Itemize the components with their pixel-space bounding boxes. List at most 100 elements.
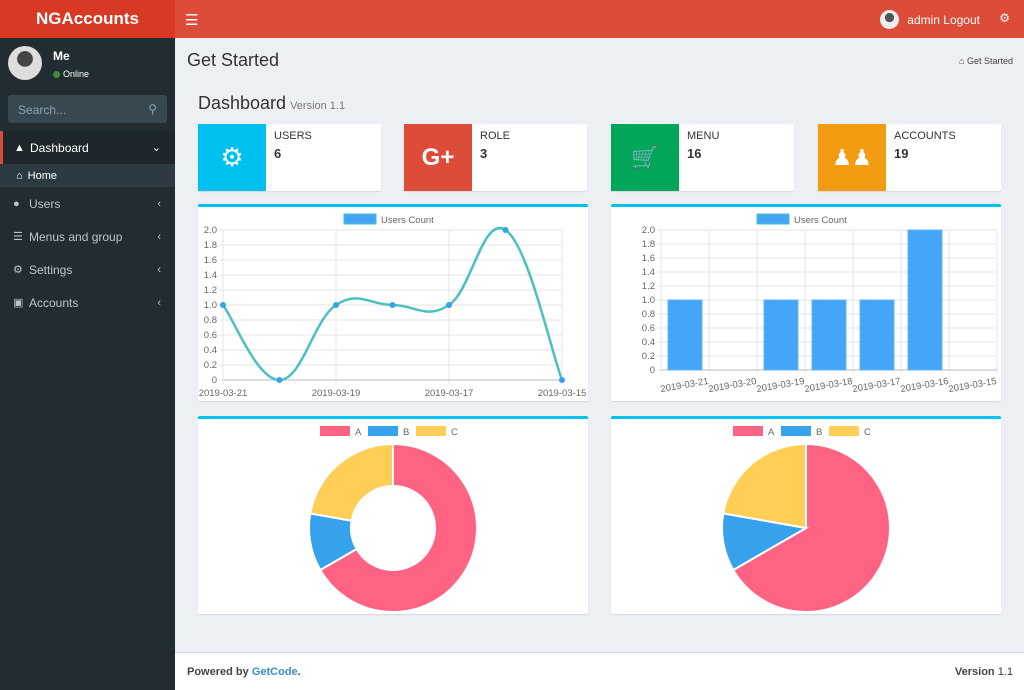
sidebar-item-menus[interactable]: ☰ Menus and group ‹: [0, 220, 175, 253]
stat-value: 16: [687, 146, 702, 161]
y-tick-label: 1.6: [642, 253, 655, 264]
footer: Powered by GetCode. Version 1.1: [175, 652, 1024, 690]
legend-swatch: [733, 426, 763, 436]
version-value: 1.1: [997, 666, 1013, 678]
legend-swatch: [320, 426, 350, 436]
chevron-left-icon: ‹: [157, 296, 161, 309]
y-tick-label: 0.2: [204, 360, 217, 371]
data-point: [333, 302, 339, 308]
sidebar-item-label: Dashboard: [30, 140, 89, 155]
dashboard-icon: ▲: [14, 141, 25, 154]
user-name: Me: [53, 49, 70, 63]
y-tick-label: 1.4: [204, 270, 217, 281]
google-plus-icon: G+: [404, 124, 472, 191]
y-tick-label: 0.2: [642, 351, 655, 362]
stat-label: MENU: [687, 130, 720, 142]
navbar: ☰ admin Logout ⚙: [175, 0, 1024, 38]
status-text: Online: [63, 69, 90, 79]
gears-icon: ⚙: [13, 264, 23, 276]
doughnut-chart-box: A B C: [198, 416, 588, 614]
legend-label: B: [403, 427, 409, 438]
legend-label: Users Count: [381, 215, 434, 226]
data-point: [389, 302, 396, 308]
cart-icon: 🛒: [611, 124, 679, 191]
x-tick-label: 2019-03-19: [312, 388, 361, 399]
stat-accounts[interactable]: ♟♟ ACCOUNTS 19: [818, 124, 1001, 191]
stat-value: 19: [894, 146, 909, 161]
line-chart: Users Count 0 0.2 0.4 0.6 0.8 1.0 1.2 1.4 1.6 1.8 2…: [199, 213, 586, 399]
legend-label: A: [768, 427, 775, 438]
footer-dot: .: [297, 666, 301, 678]
pie-chart: A B C: [721, 426, 891, 613]
app-logo[interactable]: NGAccounts: [0, 0, 175, 38]
chevron-left-icon: ‹: [157, 230, 161, 243]
x-tick-label: 2019-03-15: [948, 376, 998, 395]
user-menu[interactable]: admin Logout: [880, 10, 980, 29]
bar-chart-box: Users Count 0 0.2 0.4 0.6 0.8 1.0 1.2 1.4 1.6 1.8 2…: [611, 204, 1001, 401]
bar: [763, 299, 799, 371]
x-tick-label: 2019-03-21: [660, 376, 710, 395]
y-tick-label: 1.2: [642, 281, 655, 292]
sidebar-item-label: Home: [27, 169, 57, 182]
y-tick-label: 2.0: [642, 225, 655, 236]
bars-icon: ☰: [13, 231, 23, 243]
search-icon[interactable]: ⚲: [148, 102, 157, 116]
y-tick-label: 0: [650, 365, 655, 376]
stat-role[interactable]: G+ ROLE 3: [404, 124, 587, 191]
slice-A: [318, 442, 478, 613]
breadcrumb-item[interactable]: Get Started: [966, 56, 1013, 66]
gears-icon[interactable]: ⚙: [999, 11, 1010, 25]
users-icon: ●: [13, 197, 20, 210]
data-point: [446, 302, 452, 308]
chevron-down-icon: ⌄: [151, 142, 161, 154]
dashboard-heading: Dashboard Version 1.1: [198, 93, 345, 114]
data-point: [276, 377, 283, 383]
home-icon: ⌂: [959, 56, 967, 66]
y-tick-label: 0.4: [642, 337, 655, 348]
x-tick-label: 2019-03-18: [804, 376, 854, 395]
y-tick-label: 0.8: [204, 315, 217, 326]
stat-value: 3: [480, 146, 488, 161]
x-tick-label: 2019-03-19: [756, 376, 806, 395]
menu-toggle-icon[interactable]: ☰: [185, 12, 199, 29]
y-tick-label: 1.4: [642, 267, 655, 278]
sidebar-item-settings[interactable]: ⚙ Settings ‹: [0, 253, 175, 286]
y-tick-label: 1.8: [204, 240, 217, 251]
stat-menu[interactable]: 🛒 MENU 16: [611, 124, 794, 191]
stat-value: 6: [274, 146, 282, 161]
y-tick-label: 1.6: [204, 255, 217, 266]
doughnut-chart: A B C: [308, 426, 478, 613]
slice-C: [722, 442, 807, 530]
user-logout-link[interactable]: admin Logout: [907, 12, 980, 27]
bar-chart: Users Count 0 0.2 0.4 0.6 0.8 1.0 1.2 1.4 1.6 1.8 2…: [642, 213, 998, 395]
money-icon: ▣: [13, 297, 24, 309]
stat-label: USERS: [274, 130, 312, 142]
slice-A: [731, 442, 891, 613]
search-placeholder: Search...: [18, 103, 67, 117]
y-tick-label: 0.8: [642, 309, 655, 320]
y-tick-label: 0.6: [642, 323, 655, 334]
stat-users[interactable]: ⚙ USERS 6: [198, 124, 381, 191]
x-tick-label: 2019-03-20: [708, 376, 758, 395]
data-point: [502, 227, 509, 233]
breadcrumb[interactable]: ⌂ Get Started: [959, 56, 1013, 66]
getcode-link[interactable]: GetCode: [251, 666, 298, 678]
bar: [859, 299, 895, 371]
sidebar-item-users[interactable]: ● Users ‹: [0, 187, 175, 220]
version-text: Version 1.1: [290, 100, 346, 112]
y-tick-label: 1.2: [204, 285, 217, 296]
sidebar-item-dashboard[interactable]: ▲ Dashboard ⌄: [0, 131, 175, 164]
avatar: [880, 10, 900, 29]
sidebar-item-accounts[interactable]: ▣ Accounts ‹: [0, 286, 175, 319]
user-status: Online: [53, 69, 89, 79]
sidebar-subitem-home[interactable]: ⌂ Home: [0, 164, 175, 187]
sidebar-item-label: Accounts: [29, 295, 79, 310]
chevron-left-icon: ‹: [157, 263, 161, 276]
search-input[interactable]: Search... ⚲: [8, 95, 167, 123]
legend-label: B: [816, 427, 822, 438]
y-tick-label: 0.6: [204, 330, 217, 341]
stat-label: ACCOUNTS: [894, 130, 956, 142]
sidebar-item-label: Settings: [29, 262, 73, 277]
y-tick-label: 1.0: [642, 295, 655, 306]
avatar: [8, 46, 42, 80]
